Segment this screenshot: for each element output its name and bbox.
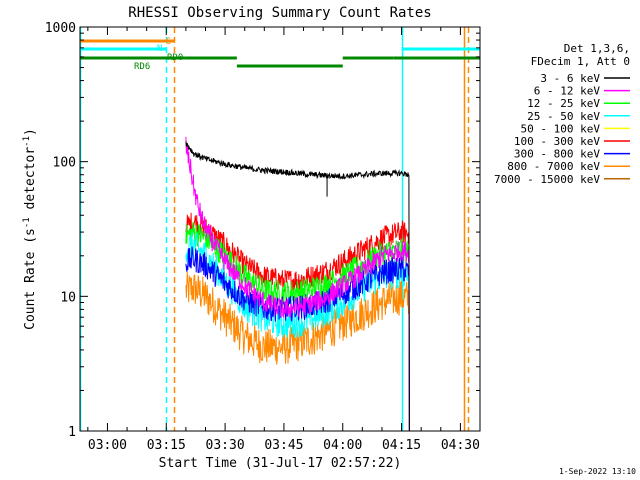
x-axis-label: Start Time (31-Jul-17 02:57:22) bbox=[159, 456, 402, 471]
legend-label-800-7000-kev: 800 - 7000 keV bbox=[507, 160, 600, 173]
legend-header-decimation: FDecim 1, Att 0 bbox=[531, 55, 630, 68]
state-label-n: N bbox=[157, 44, 162, 54]
legend-label-25-50-kev: 25 - 50 keV bbox=[527, 110, 600, 123]
series-line-800-7000-kev bbox=[185, 271, 410, 431]
x-tick-label-03-30: 03:30 bbox=[206, 438, 245, 453]
x-tick-label-04-15: 04:15 bbox=[382, 438, 421, 453]
y-axis-label-end: ) bbox=[23, 128, 38, 136]
y-axis-label-mid: detector bbox=[23, 147, 38, 218]
series-line-3-6-kev bbox=[185, 141, 410, 431]
x-tick-label-04-30: 04:30 bbox=[441, 438, 480, 453]
state-bars: SNRD0RD6 bbox=[80, 37, 480, 72]
x-tick-label-03-15: 03:15 bbox=[147, 438, 186, 453]
plot-frame bbox=[79, 26, 481, 432]
legend-label-12-25-kev: 12 - 25 keV bbox=[527, 97, 600, 110]
x-tick-label-03-00: 03:00 bbox=[88, 438, 127, 453]
legend-header-detectors: Det 1,3,6, bbox=[564, 42, 630, 55]
chart-title: RHESSI Observing Summary Count Rates bbox=[128, 5, 431, 21]
y-axis-label-sup1: -1 bbox=[22, 217, 32, 228]
legend-label-50-100-kev: 50 - 100 keV bbox=[521, 122, 601, 135]
axes: 03:00 03:15 03:30 03:45 04:00 04:15 04:30 1 10 10… bbox=[45, 21, 481, 453]
y-tick-label-1000: 1000 bbox=[45, 21, 76, 36]
series-line-300-800-kev bbox=[185, 246, 410, 431]
legend-label-100-300-kev: 100 - 300 keV bbox=[514, 135, 600, 148]
series-line-25-50-kev bbox=[185, 230, 410, 431]
y-axis-label-sup2: -1 bbox=[22, 136, 32, 147]
timestamp: 1-Sep-2022 13:10 bbox=[559, 467, 636, 476]
legend-label-3-6-kev: 3 - 6 keV bbox=[540, 72, 600, 85]
x-tick-label-04-00: 04:00 bbox=[323, 438, 362, 453]
state-label-s: S bbox=[166, 37, 171, 47]
y-tick-label-10: 10 bbox=[60, 290, 76, 305]
series-line-6-12-kev bbox=[185, 136, 410, 431]
legend-label-7000-15000-kev: 7000 - 15000 keV bbox=[494, 173, 600, 186]
x-tick-label-03-45: 03:45 bbox=[264, 438, 303, 453]
y-tick-label-100: 100 bbox=[53, 156, 76, 171]
series-layer bbox=[185, 136, 410, 431]
legend-label-6-12-kev: 6 - 12 keV bbox=[534, 85, 601, 98]
y-axis-label: Count Rate (s-1 detector-1) bbox=[22, 128, 38, 330]
y-axis-label-main: Count Rate (s bbox=[23, 228, 38, 330]
legend-label-300-800-kev: 300 - 800 keV bbox=[514, 148, 600, 161]
state-label-rd6: RD6 bbox=[134, 62, 150, 72]
y-tick-label-1: 1 bbox=[68, 425, 76, 440]
